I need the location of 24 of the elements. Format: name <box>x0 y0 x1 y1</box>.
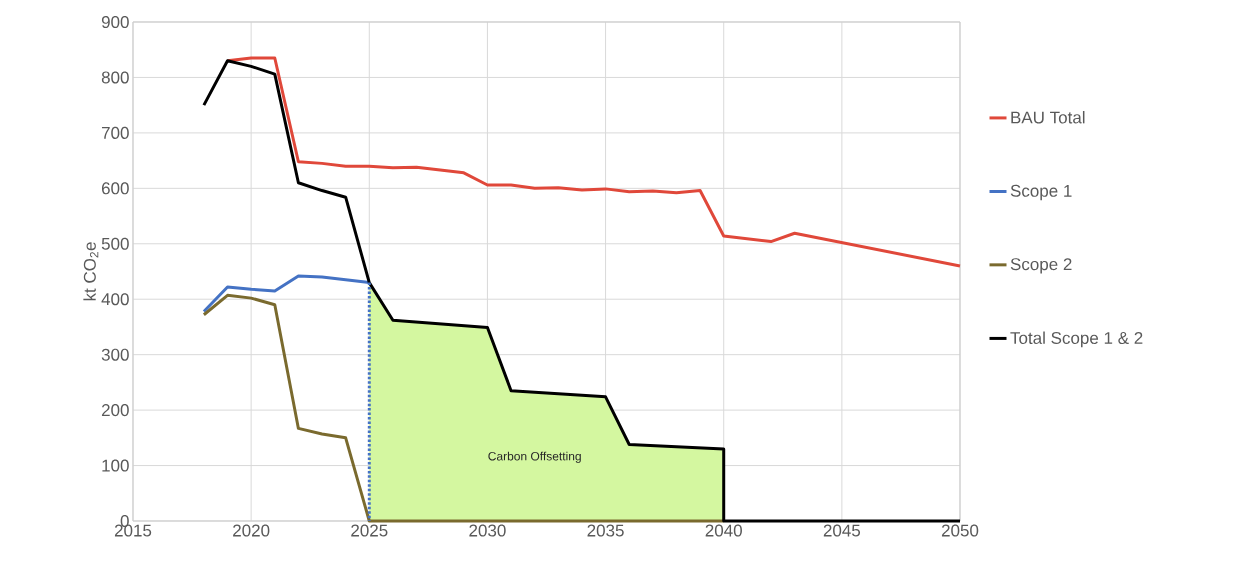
y-tick-label: 400 <box>101 293 129 306</box>
legend-label: Scope 1 <box>1010 184 1072 201</box>
x-tick-label: 2035 <box>587 524 624 537</box>
y-tick-label: 200 <box>101 404 129 417</box>
y-tick-label: 800 <box>101 71 129 84</box>
y-tick-label: 900 <box>101 15 129 29</box>
legend-label: BAU Total <box>1011 111 1085 124</box>
annotation: Carbon Offsetting <box>488 451 581 463</box>
y-axis-title: kt CO$_{2}$e <box>83 242 99 301</box>
legend-label: Scope 2 <box>1010 258 1072 274</box>
x-tick-label: 2045 <box>823 524 861 537</box>
x-tick-label: 2020 <box>233 524 270 537</box>
x-tick-label: 2025 <box>351 524 388 537</box>
x-tick-label: 2030 <box>469 524 506 537</box>
line-series <box>226 56 962 268</box>
y-tick-label: 600 <box>101 182 129 195</box>
legend-label: Total Scope 1 & 2 <box>1010 331 1143 348</box>
y-tick-label: 500 <box>101 237 129 250</box>
x-tick-label: 2050 <box>941 524 979 537</box>
y-tick-label: 700 <box>101 126 129 139</box>
y-tick-label: 300 <box>101 348 129 361</box>
y-tick-label: 100 <box>102 459 129 472</box>
line-series <box>202 59 962 523</box>
x-tick-label: 2040 <box>705 524 742 537</box>
